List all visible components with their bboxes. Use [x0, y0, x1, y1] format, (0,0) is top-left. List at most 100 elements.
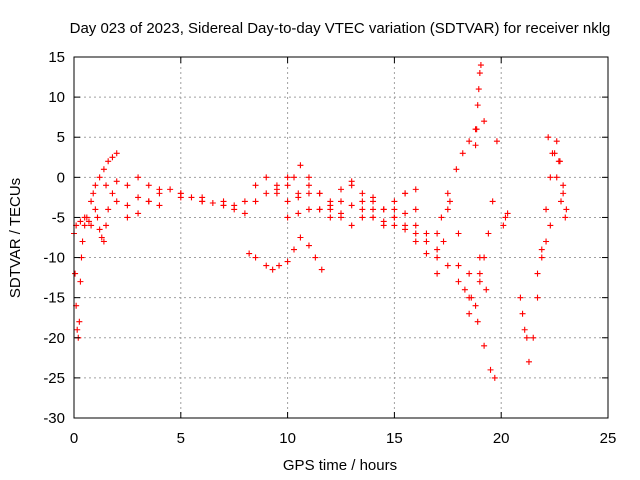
y-tick-label: -15 — [43, 290, 65, 307]
series-arc-rise-to-noon — [73, 150, 120, 229]
chart-title: Day 023 of 2023, Sidereal Day-to-day VTE… — [70, 20, 611, 37]
data-point — [359, 214, 366, 221]
data-point — [391, 222, 398, 229]
data-point — [284, 198, 291, 205]
data-point — [459, 150, 466, 157]
data-point — [77, 218, 84, 225]
data-point — [423, 238, 430, 245]
data-point — [220, 202, 227, 209]
y-tick-label: -25 — [43, 370, 65, 387]
data-point — [446, 198, 453, 205]
data-point — [291, 174, 298, 181]
data-point — [76, 318, 83, 325]
data-point — [252, 198, 259, 205]
series-arc-late-descend-c — [402, 190, 483, 277]
data-point — [92, 206, 99, 213]
data-point — [434, 270, 441, 277]
series-arc-rise-19p5 — [466, 138, 500, 317]
data-point — [276, 262, 283, 269]
data-point — [297, 234, 304, 241]
data-point — [105, 158, 112, 165]
data-point — [348, 222, 355, 229]
series-arc-20p2 — [500, 210, 511, 229]
x-tick-label: 5 — [177, 430, 185, 447]
data-point — [167, 186, 174, 193]
data-point — [534, 294, 541, 301]
y-tick-label: 5 — [57, 129, 65, 146]
series-arc-noon-hump — [273, 162, 398, 229]
grid-lines — [74, 57, 608, 418]
plot-frame — [73, 56, 609, 419]
data-point — [402, 210, 409, 217]
data-point — [474, 102, 481, 109]
data-point — [295, 210, 302, 217]
series-arc-afternoon-wave — [295, 178, 419, 229]
data-point — [521, 326, 528, 333]
data-point — [453, 166, 460, 173]
data-point — [502, 214, 509, 221]
data-point — [74, 326, 81, 333]
data-point — [434, 230, 441, 237]
data-point — [109, 190, 116, 197]
x-tick-label: 10 — [279, 430, 296, 447]
data-point — [481, 118, 488, 125]
data-point — [474, 318, 481, 325]
data-point — [241, 210, 248, 217]
data-point — [412, 206, 419, 213]
data-point — [85, 218, 92, 225]
y-tick-label: 10 — [48, 89, 65, 106]
data-point — [370, 194, 377, 201]
data-point — [466, 310, 473, 317]
data-point — [560, 182, 567, 189]
data-point — [284, 258, 291, 265]
data-point — [124, 214, 131, 221]
data-point — [556, 158, 563, 165]
series-arc-late-descend-a — [370, 194, 498, 381]
x-tick-label: 20 — [493, 430, 510, 447]
data-point — [135, 194, 142, 201]
data-point — [487, 366, 494, 373]
data-point — [438, 214, 445, 221]
data-point — [305, 174, 312, 181]
data-point — [305, 182, 312, 189]
data-point — [519, 310, 526, 317]
data-point — [558, 198, 565, 205]
data-point — [560, 190, 567, 197]
data-point — [549, 150, 556, 157]
data-point — [489, 198, 496, 205]
data-point — [481, 342, 488, 349]
data-point — [348, 202, 355, 209]
data-point — [466, 138, 473, 145]
series-arc-end — [553, 138, 570, 213]
data-point — [316, 206, 323, 213]
data-point — [88, 222, 95, 229]
data-point — [305, 190, 312, 197]
data-point — [81, 222, 88, 229]
data-point — [370, 206, 377, 213]
series-arc-isolated-1 — [246, 234, 325, 273]
x-axis-label: GPS time / hours — [283, 457, 397, 474]
data-point — [291, 246, 298, 253]
x-tick-label: 25 — [600, 430, 617, 447]
data-point — [534, 270, 541, 277]
data-point — [284, 182, 291, 189]
y-tick-label: 15 — [48, 49, 65, 66]
data-point — [562, 214, 569, 221]
series-arc-late-descend-b — [391, 198, 490, 301]
data-point — [284, 174, 291, 181]
data-point — [209, 200, 216, 207]
data-point — [523, 334, 530, 341]
data-point — [94, 214, 101, 221]
data-point — [370, 214, 377, 221]
data-point — [466, 294, 473, 301]
data-point — [348, 178, 355, 185]
data-point — [72, 270, 79, 277]
data-point — [135, 210, 142, 217]
data-point — [103, 182, 110, 189]
data-point — [380, 206, 387, 213]
data-point — [412, 238, 419, 245]
data-point — [391, 198, 398, 205]
data-point — [504, 210, 511, 217]
data-point — [177, 190, 184, 197]
data-point — [402, 226, 409, 233]
